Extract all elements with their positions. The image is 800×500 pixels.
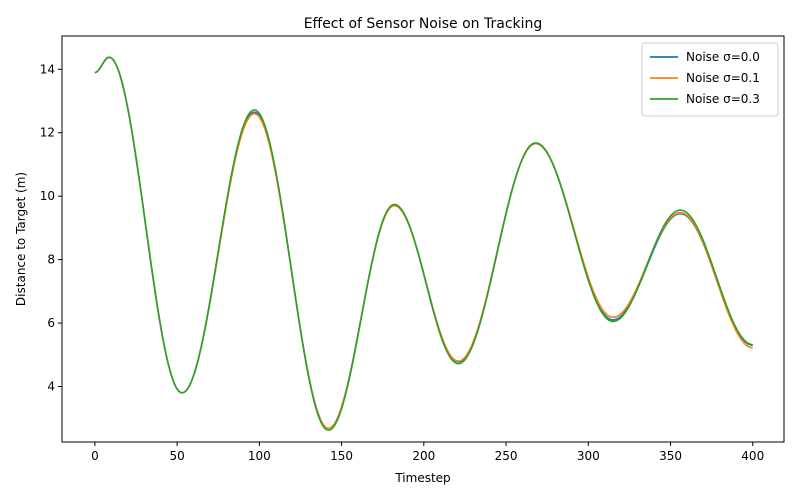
plot-frame <box>61 35 785 443</box>
x-tick-label: 400 <box>741 449 764 463</box>
y-tick-label: 4 <box>47 379 55 393</box>
x-tick-label: 300 <box>577 449 600 463</box>
x-tick-label: 0 <box>91 449 99 463</box>
y-axis-label: Distance to Target (m) <box>14 172 28 306</box>
legend-label: Noise σ=0.1 <box>686 71 760 85</box>
y-tick-label: 10 <box>40 189 55 203</box>
y-axis-ticks: 4 6 8 10 12 14 <box>40 62 62 393</box>
x-tick-label: 200 <box>412 449 435 463</box>
legend-label: Noise σ=0.0 <box>686 50 760 64</box>
x-tick-label: 100 <box>248 449 271 463</box>
plot-lines <box>94 56 753 432</box>
x-axis-ticks: 0 50 100 150 200 250 300 350 400 <box>91 442 764 463</box>
x-tick-label: 350 <box>659 449 682 463</box>
x-tick-label: 250 <box>495 449 518 463</box>
legend: Noise σ=0.0 Noise σ=0.1 Noise σ=0.3 <box>641 42 779 117</box>
chart-title: Effect of Sensor Noise on Tracking <box>304 16 543 32</box>
series-line-2 <box>94 56 753 432</box>
legend-box <box>641 42 779 117</box>
x-tick-label: 50 <box>169 449 184 463</box>
x-tick-label: 150 <box>330 449 353 463</box>
x-axis-label: Timestep <box>394 471 450 485</box>
y-tick-label: 8 <box>47 253 55 267</box>
y-tick-label: 14 <box>40 62 55 76</box>
y-tick-label: 6 <box>47 316 55 330</box>
y-tick-label: 12 <box>40 126 55 140</box>
legend-label: Noise σ=0.3 <box>686 92 760 106</box>
